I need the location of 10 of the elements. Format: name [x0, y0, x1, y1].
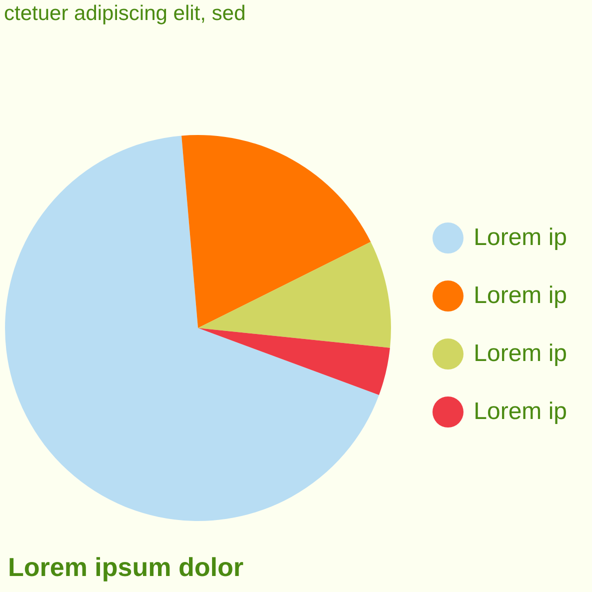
legend-label: Lorem ip: [474, 340, 567, 368]
pie-slice: [5, 136, 380, 521]
text: Lorem ipsum dolor: [8, 551, 244, 584]
legend-label: Lorem ip: [474, 282, 567, 310]
pie-slice: [182, 135, 371, 328]
pie-slice: [198, 242, 391, 348]
pie-slice: [198, 328, 390, 395]
legend-label: Lorem ip: [474, 224, 567, 252]
legend-label: Lorem ip: [474, 398, 567, 426]
chart-subtitle: ctetuer adipiscing elit, sed: [4, 1, 246, 27]
